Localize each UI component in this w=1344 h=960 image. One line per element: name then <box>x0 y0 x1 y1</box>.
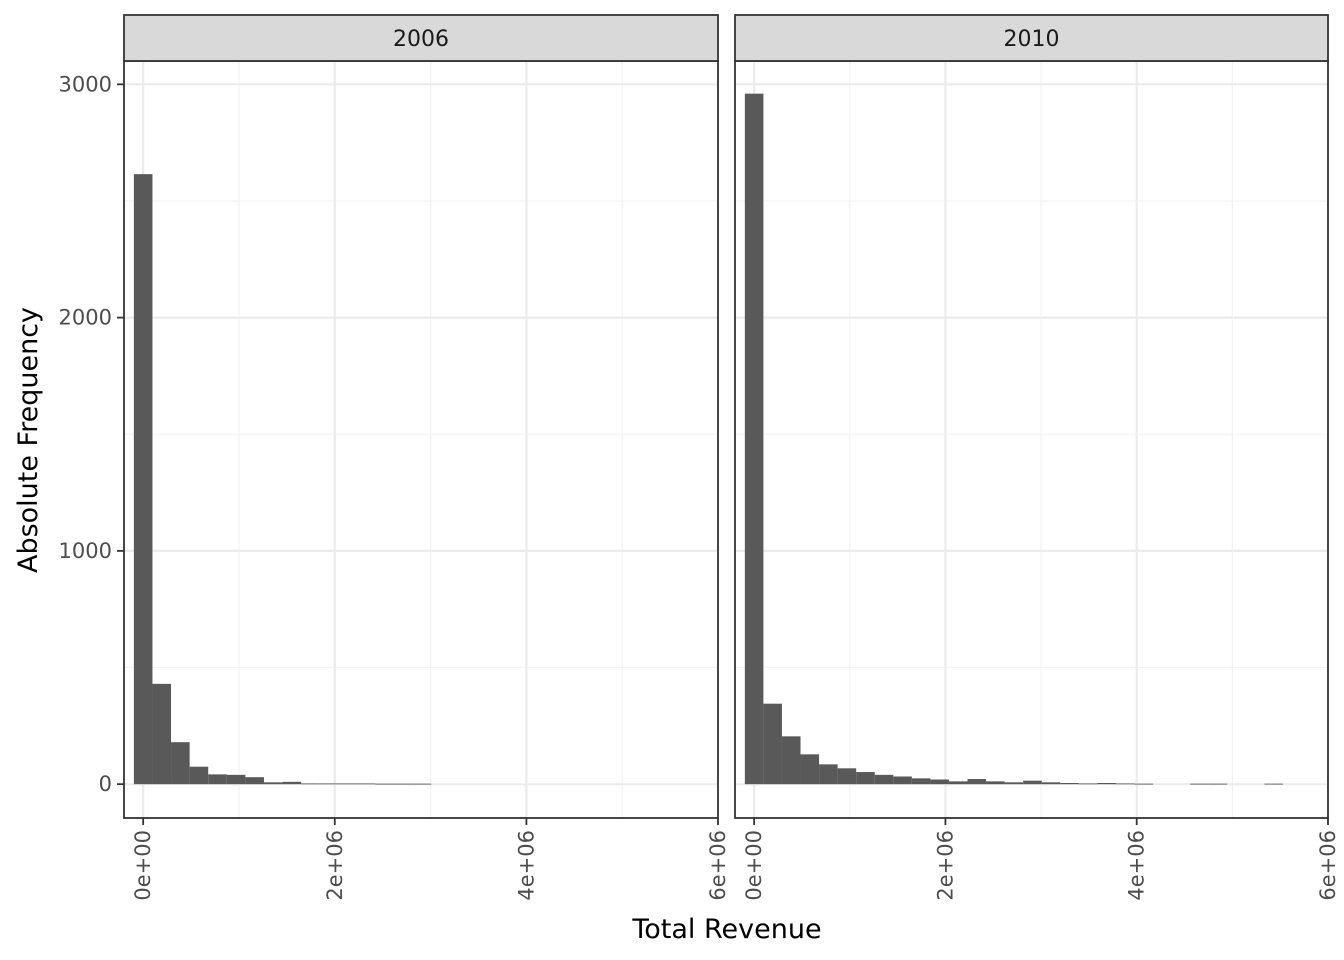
x-tick-label: 0e+00 <box>742 830 766 901</box>
histogram-bar <box>338 783 357 785</box>
x-axis-title: Total Revenue <box>631 914 821 945</box>
histogram-bar <box>1041 782 1061 785</box>
histogram-bar <box>763 703 782 785</box>
histogram-bar <box>874 774 894 785</box>
panel-background <box>124 61 718 818</box>
histogram-bar <box>282 781 302 785</box>
histogram-bar <box>1023 780 1042 785</box>
histogram-bar <box>245 777 264 785</box>
histogram-bar <box>837 768 857 785</box>
x-tick-label: 4e+06 <box>1125 830 1149 901</box>
histogram-bar <box>1004 782 1024 785</box>
histogram-bar <box>263 782 283 785</box>
histogram-bar <box>226 774 246 785</box>
facet-strip-label: 2006 <box>393 27 449 52</box>
histogram-bar <box>171 742 190 785</box>
histogram-bar <box>1097 783 1116 785</box>
y-tick-label: 2000 <box>59 306 112 330</box>
y-tick-label: 3000 <box>59 72 112 96</box>
x-tick-label: 2e+06 <box>323 830 347 901</box>
histogram-bar <box>1134 783 1154 785</box>
histogram-bar <box>1115 783 1135 785</box>
histogram-bar <box>208 774 227 785</box>
histogram-bar <box>301 783 320 785</box>
histogram-bar <box>189 766 209 785</box>
y-tick-label: 0 <box>99 772 112 796</box>
histogram-bar <box>394 783 413 785</box>
histogram-bar <box>856 772 875 785</box>
histogram-bar <box>948 781 968 785</box>
histogram-bar <box>375 783 395 785</box>
facet-panel-2010: 2010 0e+00 2e+06 4e+06 6e+06 <box>734 14 1340 901</box>
histogram-bar <box>819 764 838 785</box>
x-tick-label: 4e+06 <box>514 830 538 901</box>
x-tick-label: 6e+06 <box>1316 830 1340 901</box>
histogram-bar <box>1190 783 1209 785</box>
histogram-bar <box>800 754 820 785</box>
facet-strip <box>734 14 1329 62</box>
histogram-bar <box>967 779 987 785</box>
histogram-bar <box>1078 783 1098 785</box>
histogram-bar <box>986 781 1005 785</box>
histogram-bar <box>1264 783 1283 785</box>
panel-background <box>735 61 1328 818</box>
facet-panel-2006: 2006 0e+00 2e+06 4e+06 6e+06 0 1000 2000 3000 <box>59 14 730 901</box>
facet-strip-label: 2010 <box>1004 27 1060 52</box>
x-tick-label: 6e+06 <box>706 830 730 901</box>
histogram-bar <box>911 778 931 785</box>
histogram-bar <box>152 683 172 785</box>
histogram-bar <box>744 93 764 785</box>
histogram-bar <box>319 783 339 785</box>
histogram-bar <box>412 783 432 785</box>
panels-layer: 2006 0e+00 2e+06 4e+06 6e+06 0 1000 2000 3000 201… <box>59 14 1340 901</box>
histogram-bar <box>1208 783 1228 785</box>
histogram-bar <box>930 779 949 785</box>
histogram-bar <box>133 174 153 785</box>
x-tick-label: 0e+00 <box>131 830 155 901</box>
histogram-bar <box>781 736 801 785</box>
y-axis-title: Absolute Frequency <box>13 307 44 573</box>
y-tick-label: 1000 <box>59 539 112 563</box>
histogram-bar <box>356 783 376 785</box>
facet-strip <box>123 14 719 62</box>
x-tick-label: 2e+06 <box>933 830 957 901</box>
histogram-bar <box>1060 783 1079 785</box>
histogram-bar <box>893 776 912 785</box>
